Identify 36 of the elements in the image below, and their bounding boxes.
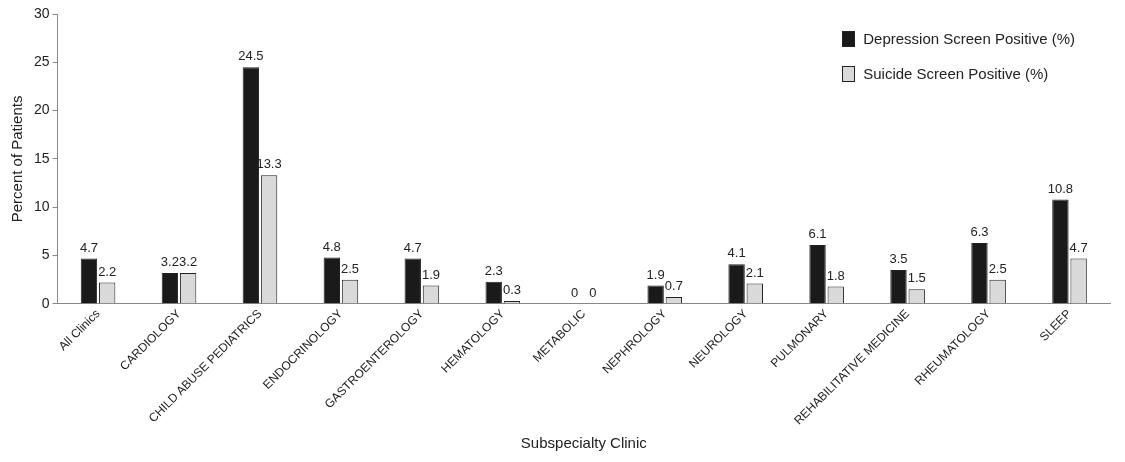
data-label: 4.7 (1069, 239, 1088, 255)
data-label: 1.9 (421, 266, 441, 282)
data-label: 6.3 (970, 224, 989, 240)
data-label: 4.8 (322, 238, 341, 254)
data-label: 10.8 (1047, 180, 1074, 196)
data-label: 2.3 (484, 262, 503, 278)
data-label: 1.5 (907, 270, 926, 286)
x-axis-title: Subspecialty Clinic (520, 434, 648, 452)
legend-label: Suicide Screen Positive (%) (863, 65, 1049, 82)
data-label: 0.3 (502, 282, 521, 298)
y-tick-label: 25 (33, 53, 50, 70)
data-label: 1.8 (826, 267, 845, 283)
legend-label: Depression Screen Positive (%) (863, 30, 1075, 47)
data-label: 2.5 (340, 260, 360, 276)
data-label: 6.1 (808, 226, 827, 241)
data-label: 4.7 (403, 239, 422, 255)
data-label: 0.7 (664, 278, 683, 294)
y-tick-label: 30 (33, 4, 50, 21)
data-label: 24.5 (238, 48, 264, 64)
data-label: 4.1 (727, 245, 746, 261)
y-tick-label: 10 (33, 198, 50, 215)
data-label: 4.7 (79, 239, 98, 255)
y-tick-label: 5 (41, 246, 50, 263)
data-label: 3.5 (889, 251, 908, 267)
data-label: 1.9 (646, 266, 665, 282)
data-label: 3.2 (179, 254, 198, 270)
data-label: 3.2 (160, 254, 179, 270)
data-label: 0 (571, 284, 579, 300)
data-label: 2.2 (98, 263, 117, 279)
data-label: 2.5 (988, 260, 1007, 276)
y-tick-label: 20 (33, 101, 50, 118)
data-label: 0 (589, 284, 597, 300)
y-tick-label: 15 (33, 149, 50, 166)
y-tick-label: 0 (41, 294, 50, 311)
y-axis-title: Percent of Patients (8, 95, 26, 223)
data-label: 2.1 (745, 264, 764, 280)
